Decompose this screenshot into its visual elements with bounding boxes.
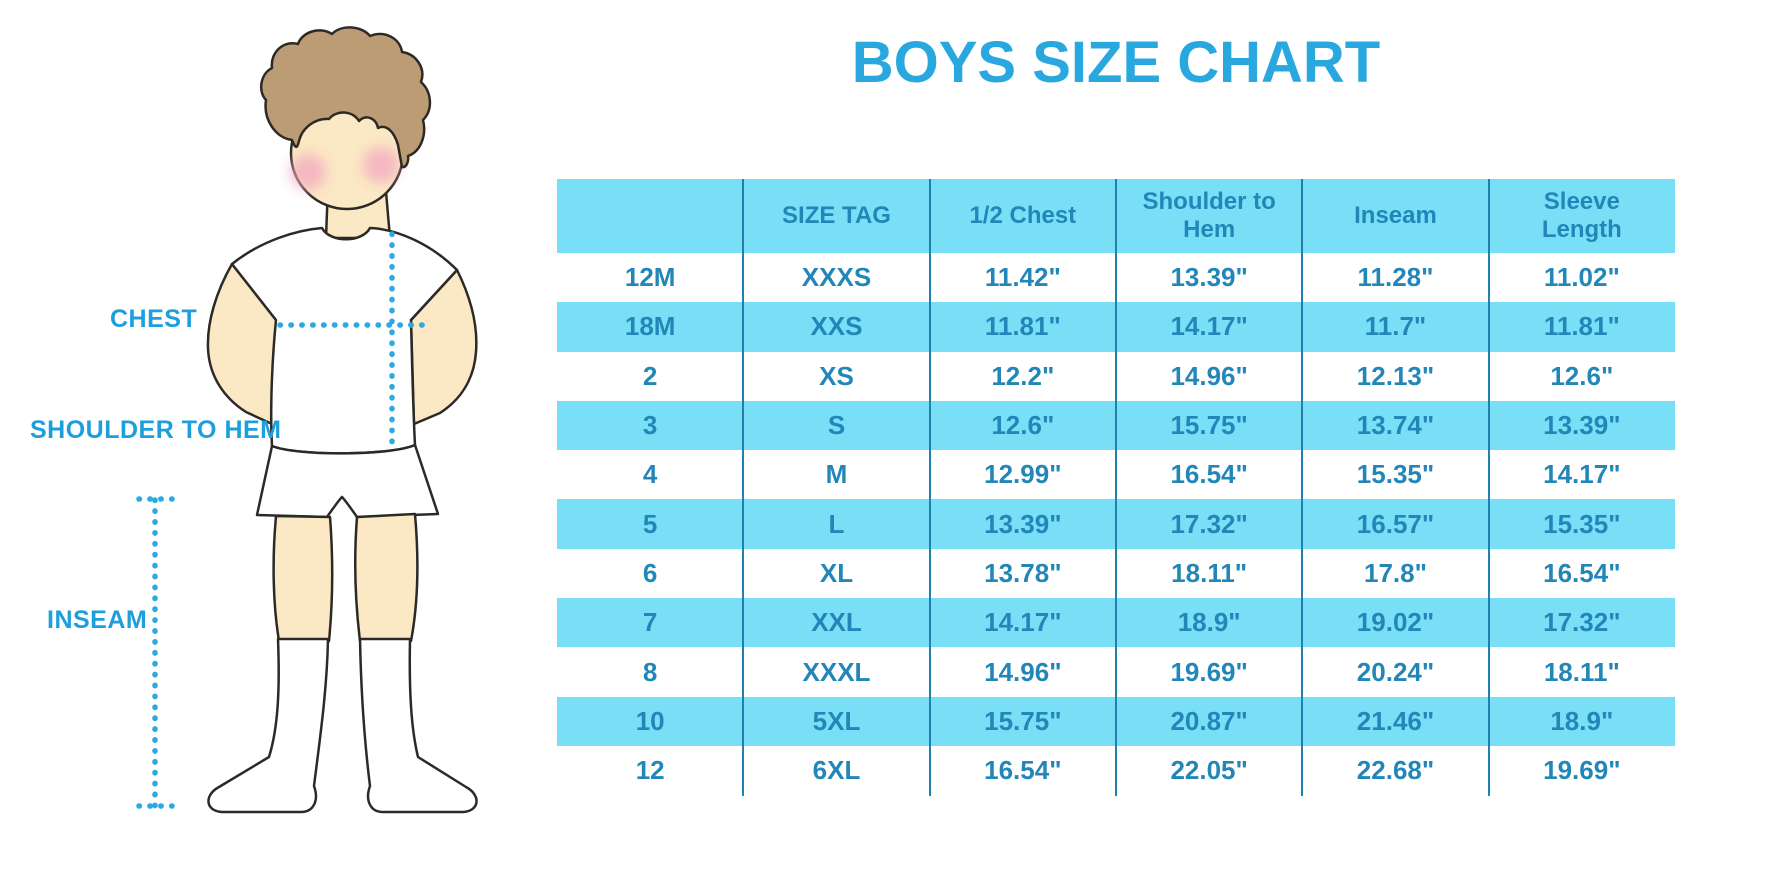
table-cell: XS [819, 360, 854, 391]
table-cell: 19.02" [1356, 607, 1435, 638]
boy-leg-left [272, 514, 334, 643]
column-divider [1487, 179, 1490, 796]
table-cell: XXS [810, 311, 863, 342]
boy-sock-left [207, 637, 330, 814]
boy-illustration [136, 26, 478, 814]
header-cell-size-tag: SIZE TAG [782, 202, 891, 230]
table-cell: 6 [642, 557, 658, 588]
table-cell: 18.11" [1543, 656, 1620, 687]
header-cell-sleeve-length: Sleeve Length [1541, 188, 1622, 243]
table-cell: XXL [811, 607, 862, 638]
table-cell: 12.13" [1356, 360, 1435, 391]
table-cell: 15.35" [1356, 459, 1435, 490]
table-cell: 12.6" [1550, 360, 1614, 391]
column-divider [928, 179, 931, 796]
table-cell: 12 [635, 755, 665, 786]
table-cell: 14.17" [984, 607, 1062, 638]
table-cell: S [827, 410, 846, 441]
table-cell: 5 [642, 508, 658, 539]
table-cell: 19.69" [1170, 656, 1248, 687]
boy-sock-right [358, 637, 478, 814]
inseam-label: INSEAM [47, 606, 148, 634]
table-cell: 18M [624, 311, 676, 342]
table-cell: M [825, 459, 848, 490]
table-cell: 4 [642, 459, 658, 490]
table-cell: 11.81" [984, 311, 1061, 342]
table-cell: 10 [635, 705, 665, 736]
table-cell: 11.42" [984, 262, 1061, 293]
table-cell: 16.54" [1543, 557, 1621, 588]
boy-blush-right [363, 147, 399, 183]
table-cell: 12.2" [991, 360, 1055, 391]
table-cell: 17.32" [1543, 607, 1621, 638]
table-cell: 16.54" [1170, 459, 1248, 490]
boy-shorts [255, 443, 440, 519]
table-cell: 20.87" [1170, 705, 1248, 736]
header-cell-half-chest: 1/2 Chest [969, 202, 1077, 230]
table-cell: 12.6" [991, 410, 1055, 441]
column-divider [742, 179, 745, 796]
chest-label: CHEST [110, 305, 198, 333]
table-cell: 13.78" [984, 557, 1062, 588]
table-cell: 3 [642, 410, 658, 441]
size-table: SIZE TAG 1/2 Chest Shoulder to Hem Insea… [557, 179, 1675, 796]
boy-arm-right [409, 268, 478, 426]
table-cell: 18.9" [1550, 705, 1614, 736]
table-cell: L [828, 508, 845, 539]
boy-leg-right [354, 512, 419, 643]
table-cell: 13.39" [1543, 410, 1621, 441]
table-cell: 20.24" [1356, 656, 1435, 687]
table-cell: 7 [642, 607, 658, 638]
table-cell: 15.75" [1170, 410, 1248, 441]
table-cell: 2 [642, 360, 658, 391]
table-cell: 14.17" [1543, 459, 1621, 490]
page-title: BOYS SIZE CHART [851, 30, 1381, 95]
table-cell: XL [819, 557, 854, 588]
table-cell: 11.7" [1364, 311, 1427, 342]
table-cell: 22.05" [1170, 755, 1248, 786]
table-cell: 16.57" [1356, 508, 1435, 539]
shoulder-to-hem-label: SHOULDER TO HEM [30, 416, 282, 444]
table-cell: 5XL [812, 705, 861, 736]
table-cell: 15.75" [984, 705, 1062, 736]
table-cell: 16.54" [984, 755, 1062, 786]
table-cell: 12M [624, 262, 676, 293]
boy-arm-left [206, 262, 278, 426]
boy-blush-left [290, 154, 326, 190]
header-cell-size [557, 179, 743, 253]
table-cell: 14.96" [984, 656, 1062, 687]
header-cell-shoulder-hem: Shoulder to Hem [1142, 188, 1276, 243]
boy-hair [259, 26, 432, 169]
table-cell: 14.17" [1170, 311, 1248, 342]
table-cell: 22.68" [1356, 755, 1435, 786]
table-cell: 19.69" [1543, 755, 1621, 786]
table-cell: 17.8" [1364, 557, 1427, 588]
table-cell: 6XL [812, 755, 861, 786]
table-cell: 21.46" [1356, 705, 1435, 736]
table-cell: 18.9" [1177, 607, 1241, 638]
column-divider [1115, 179, 1117, 796]
measurement-lines [136, 231, 430, 809]
table-cell: 17.32" [1170, 508, 1248, 539]
table-cell: 13.39" [984, 508, 1062, 539]
table-cell: 13.39" [1170, 262, 1248, 293]
table-cell: 14.96" [1170, 360, 1248, 391]
table-cell: XXXL [802, 656, 871, 687]
column-divider [1301, 179, 1304, 796]
table-cell: 12.99" [984, 459, 1062, 490]
table-cell: 8 [642, 656, 658, 687]
table-cell: 11.28" [1357, 262, 1434, 293]
header-cell-inseam: Inseam [1354, 202, 1437, 230]
table-cell: 13.74" [1356, 410, 1435, 441]
table-cell: 11.81" [1543, 311, 1620, 342]
table-cell: XXXS [801, 262, 872, 293]
table-cell: 15.35" [1543, 508, 1621, 539]
table-cell: 18.11" [1171, 557, 1248, 588]
table-cell: 11.02" [1543, 262, 1620, 293]
